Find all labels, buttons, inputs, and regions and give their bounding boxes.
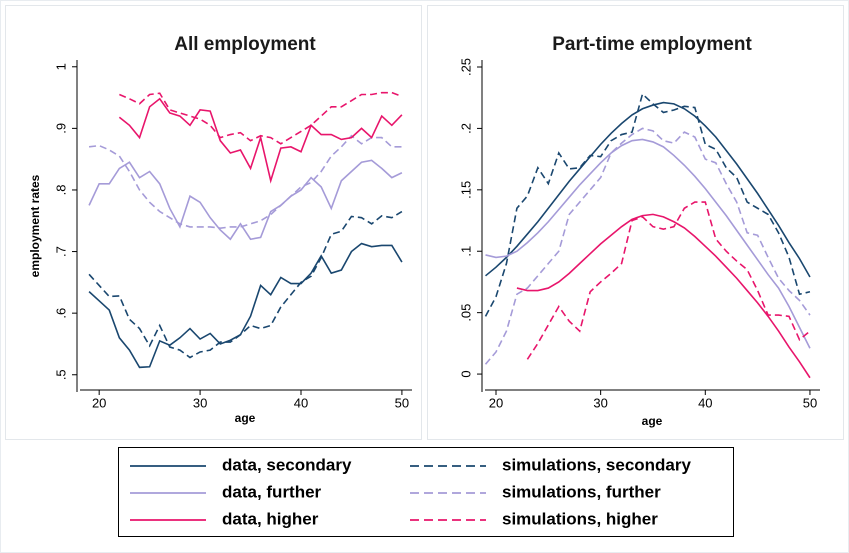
y-tick-label: .5: [53, 369, 68, 380]
series-line: [526, 201, 811, 360]
x-tick-label: 40: [294, 395, 308, 410]
chart-title: All employment: [174, 34, 316, 55]
y-tick-label: .9: [53, 123, 68, 134]
legend-label: data, higher: [222, 509, 319, 528]
legend-box: [118, 447, 734, 537]
panel: [427, 5, 844, 440]
x-tick-label: 30: [593, 395, 607, 410]
series-line: [484, 127, 811, 365]
y-tick-label: .1: [458, 246, 473, 257]
series-line: [119, 91, 403, 145]
series-line: [118, 97, 403, 184]
y-tick-label: .8: [53, 185, 68, 196]
y-tick-label: .2: [458, 123, 473, 134]
legend-label: simulations, further: [502, 482, 661, 501]
series-line: [485, 138, 811, 349]
y-tick-label: .05: [458, 304, 473, 322]
y-tick-label: .7: [53, 246, 68, 257]
y-tick-label: 0: [458, 370, 473, 377]
legend-label: simulations, higher: [502, 509, 658, 528]
x-tick-label: 30: [193, 395, 207, 410]
legend-label: data, further: [222, 482, 322, 501]
y-tick-label: .6: [53, 308, 68, 319]
y-tick-label: .25: [458, 58, 473, 76]
legend-label: simulations, secondary: [502, 455, 691, 474]
y-tick-label: .15: [458, 181, 473, 199]
x-tick-label: 20: [489, 395, 503, 410]
series-line: [88, 210, 403, 359]
series-line: [485, 101, 811, 278]
legend-label: data, secondary: [222, 455, 352, 474]
series-line: [88, 242, 403, 369]
x-tick-label: 40: [698, 395, 712, 410]
series-line: [484, 92, 811, 317]
x-tick-label: 50: [803, 395, 817, 410]
chart-title: Part-time employment: [552, 34, 752, 55]
x-tick-label: 50: [395, 395, 409, 410]
x-axis-title: age: [235, 411, 256, 425]
series-line: [88, 159, 403, 241]
y-tick-label: 1: [53, 63, 68, 70]
series-line: [516, 213, 811, 379]
x-tick-label: 20: [92, 395, 106, 410]
y-axis-title: employment rates: [28, 174, 42, 277]
x-axis-title: age: [642, 414, 663, 428]
